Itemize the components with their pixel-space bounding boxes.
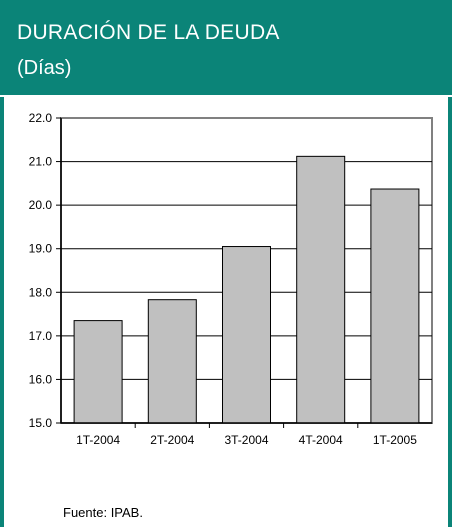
bar (222, 246, 271, 424)
y-tick-label: 15.0 (29, 416, 53, 430)
bar (73, 320, 123, 424)
x-tick-label: 1T-2005 (373, 433, 417, 447)
x-tick-label: 3T-2004 (224, 433, 268, 447)
y-tick-label: 22.0 (29, 111, 53, 125)
x-tick-label: 2T-2004 (150, 433, 194, 447)
y-tick-label: 19.0 (29, 242, 53, 256)
chart-header: DURACIÓN DE LA DEUDA (Días) (0, 0, 452, 97)
x-tick-label: 1T-2004 (76, 433, 120, 447)
y-tick-label: 18.0 (29, 285, 53, 299)
bar (296, 155, 346, 424)
bar (370, 188, 420, 424)
chart-title: DURACIÓN DE LA DEUDA (17, 21, 280, 44)
y-tick-label: 16.0 (29, 372, 53, 386)
y-tick-label: 20.0 (29, 198, 53, 212)
y-tick-label: 21.0 (29, 155, 53, 169)
y-tick-label: 17.0 (29, 329, 53, 343)
chart-subtitle: (Días) (17, 57, 72, 79)
x-tick-label: 4T-2004 (299, 433, 343, 447)
bar (147, 299, 197, 424)
source-note: Fuente: IPAB. (63, 505, 143, 520)
